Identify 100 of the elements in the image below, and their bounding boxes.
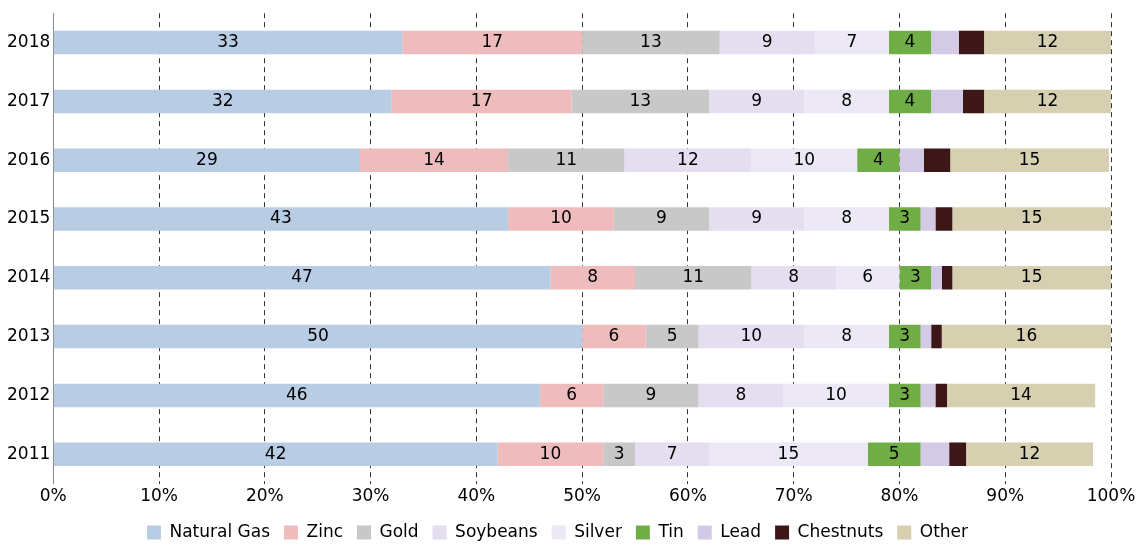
bar (53, 383, 540, 408)
bar (931, 89, 963, 114)
data-label: 14 (423, 148, 445, 169)
bar (53, 207, 509, 231)
bar (962, 89, 985, 114)
bar (941, 324, 1111, 349)
bar (53, 148, 361, 172)
bar (899, 266, 932, 290)
bar (941, 266, 953, 290)
bar (402, 30, 583, 55)
data-label: 5 (888, 442, 900, 463)
data-label: 47 (291, 266, 313, 287)
bar (391, 89, 572, 114)
data-label: 15 (1020, 266, 1043, 287)
data-label: 13 (640, 31, 662, 52)
data-label: 3 (899, 383, 911, 404)
bar (360, 148, 509, 172)
data-label: 33 (217, 31, 239, 52)
legend-label: Natural Gas (169, 520, 271, 541)
bar (899, 148, 924, 172)
x-tick-label: 70% (774, 485, 813, 506)
data-label: 7 (666, 442, 678, 463)
bar (508, 148, 625, 172)
bar (867, 442, 921, 466)
x-tick-label: 50% (563, 485, 602, 506)
y-tick-label: 2014 (7, 266, 51, 287)
data-label: 12 (677, 148, 699, 169)
bar (497, 442, 604, 466)
data-label: 8 (788, 266, 800, 287)
data-label: 6 (608, 325, 620, 346)
bar (582, 30, 720, 55)
bar (920, 324, 932, 349)
bar (53, 324, 583, 349)
bar (931, 30, 959, 55)
x-tick-label: 90% (986, 485, 1025, 506)
bar (550, 266, 636, 290)
x-tick-label: 20% (245, 485, 284, 506)
bar (947, 383, 1096, 408)
data-label: 6 (566, 383, 577, 404)
bar (888, 30, 932, 55)
legend-label: Chestnuts (797, 520, 884, 541)
data-label: 6 (862, 266, 874, 287)
bar (53, 89, 392, 114)
data-label: 32 (211, 89, 234, 110)
bar (958, 30, 985, 55)
data-label: 3 (899, 207, 911, 228)
bar (966, 442, 1094, 466)
bar (53, 30, 403, 55)
data-label: 4 (904, 89, 916, 110)
bar (931, 324, 942, 349)
data-label: 50 (307, 325, 329, 346)
legend-label: Gold (379, 520, 419, 541)
bar (635, 266, 752, 290)
data-label: 12 (1036, 89, 1059, 110)
data-label: 29 (196, 148, 218, 169)
data-label: 3 (909, 266, 921, 287)
bar (935, 383, 948, 408)
data-label: 9 (761, 31, 773, 52)
bar (984, 30, 1111, 55)
bar (582, 324, 646, 349)
data-label: 10 (825, 383, 847, 404)
data-label: 10 (740, 325, 763, 346)
bar (857, 148, 900, 172)
bar (508, 207, 614, 231)
x-tick-label: 60% (669, 485, 707, 506)
data-label: 42 (264, 442, 287, 463)
bar (935, 207, 953, 231)
data-label: 3 (613, 442, 625, 463)
data-label: 10 (793, 148, 816, 169)
legend-label: Soybeans (455, 520, 538, 541)
y-tick-label: 2017 (7, 89, 51, 110)
bar (53, 442, 498, 466)
data-label: 12 (1018, 442, 1041, 463)
y-tick-label: 2013 (7, 325, 51, 346)
data-label: 17 (481, 31, 504, 52)
bar (950, 148, 1109, 172)
legend-label: Tin (657, 520, 684, 541)
data-label: 8 (841, 89, 852, 110)
legend-label: Other (919, 520, 969, 541)
bar (952, 207, 1111, 231)
bar (888, 89, 932, 114)
bar (613, 207, 710, 231)
data-label: 43 (270, 207, 292, 228)
y-tick-label: 2018 (7, 31, 51, 52)
data-label: 13 (629, 89, 652, 110)
data-label: 11 (682, 266, 705, 287)
x-tick-label: 30% (351, 485, 390, 506)
data-label: 4 (904, 31, 916, 52)
data-label: 9 (751, 207, 763, 228)
data-label: 46 (285, 383, 308, 404)
bar (888, 207, 921, 231)
data-label: 5 (666, 325, 678, 346)
data-label: 12 (1036, 31, 1059, 52)
data-label: 15 (777, 442, 800, 463)
data-label: 10 (550, 207, 572, 228)
data-label: 14 (1010, 383, 1032, 404)
bar (920, 383, 936, 408)
legend-label: Silver (574, 520, 622, 541)
y-tick-label: 2016 (7, 148, 51, 169)
data-label: 15 (1020, 207, 1043, 228)
